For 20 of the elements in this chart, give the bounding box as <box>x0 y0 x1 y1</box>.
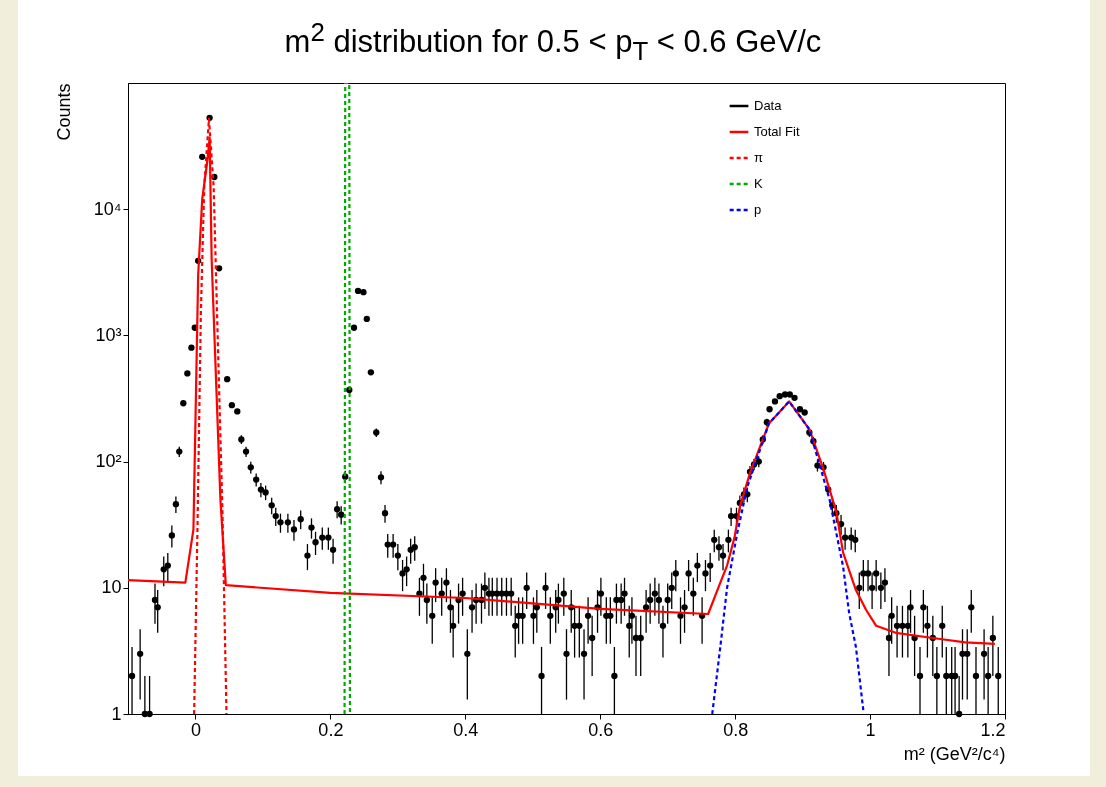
x-tick-label: 1 <box>865 719 876 740</box>
y-tick-label: 10⁴ <box>93 198 122 219</box>
legend-label: p <box>754 202 762 217</box>
legend-label: Total Fit <box>754 124 800 139</box>
x-tick-label: 0.8 <box>723 719 749 740</box>
x-tick-label: 0.6 <box>588 719 614 740</box>
legend-label: K <box>754 176 763 191</box>
legend-label: Data <box>754 98 783 113</box>
x-tick-label: 0.2 <box>318 719 344 740</box>
y-tick-label: 1 <box>111 703 122 724</box>
x-tick-label: 1.2 <box>980 719 1006 740</box>
y-axis-title: Counts <box>53 83 74 141</box>
y-tick-label: 10² <box>95 451 122 472</box>
y-tick-label: 10 <box>101 577 122 598</box>
x-axis-title: m² (GeV²/c⁴) <box>903 743 1006 764</box>
x-tick-label: 0 <box>190 719 201 740</box>
chart-title: m$^{2}$ distribution for 0.5 < p$_{T}$ < 0.6 GeV/c <box>283 18 823 66</box>
x-tick-label: 0.4 <box>453 719 479 740</box>
y-tick-label: 10³ <box>95 324 122 345</box>
legend-label: π <box>754 150 763 165</box>
